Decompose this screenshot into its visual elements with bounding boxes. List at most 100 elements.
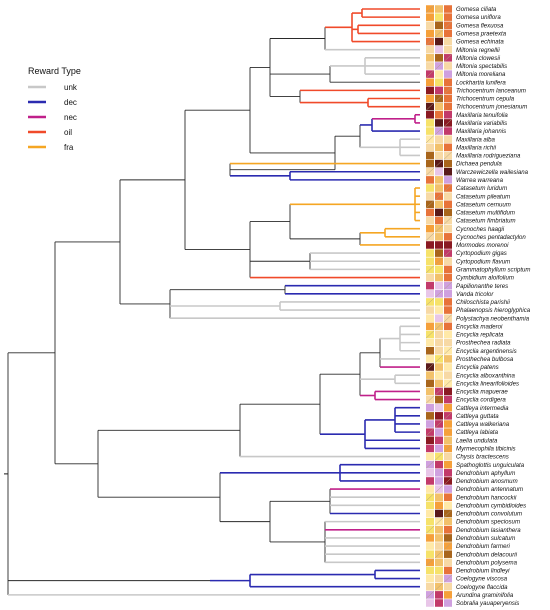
trait-cell-maxillaria-johannis-2 [444, 127, 452, 135]
trait-cell-dendrobium-cymbidioides-1 [435, 501, 443, 510]
trait-cell-cattleya-guttata-1 [435, 412, 443, 420]
trait-cell-chiloschista-parishii-1 [435, 298, 443, 306]
trait-cell-encyclia-argentinensis-1 [435, 346, 443, 355]
legend-label-dec: dec [64, 98, 77, 107]
tip-label-trichocentrum-lanceanum: Trichocentrum lanceanum [456, 87, 526, 94]
trait-hatch-papilionanthe-teres-2 [443, 281, 453, 290]
trait-hatch-dendrobium-antennatum-1 [434, 485, 444, 494]
tip-label-gomesa-echinata: Gomesa echinata [456, 39, 504, 46]
trait-cell-encyclia-argentinensis-0 [426, 346, 434, 355]
trait-cell-dendrobium-anosmum-0 [426, 477, 434, 485]
tip-label-maxillaria-variabilis: Maxillaria variabilis [456, 120, 507, 127]
trait-hatch-arundina-graminifolia-0 [425, 590, 435, 599]
trait-cell-encyclia-maderoi-0 [426, 322, 434, 331]
trait-cell-maxillaria-variabilis-1 [435, 119, 443, 127]
trait-cell-dendrobium-speciosum-0 [426, 517, 434, 526]
tip-label-phalaenopsis-hieroglyphica: Phalaenopsis hieroglyphica [456, 307, 531, 314]
trait-cell-trichocentrum-lanceanum-1 [435, 86, 443, 95]
trait-hatch-dendrobium-convolutum-2 [443, 509, 453, 518]
trait-cell-cyrtopodium-flavum-2 [444, 257, 452, 266]
trait-cell-encyclia-replicata-2 [444, 330, 452, 339]
trait-cell-cyrtopodium-flavum-0 [426, 257, 434, 266]
trait-cell-encyclia-linearifolioides-1 [435, 379, 443, 388]
trait-cell-trichocentrum-jonesianum-2 [444, 102, 452, 111]
trait-cell-gomesa-ciliata-2 [444, 5, 452, 13]
trait-cell-spathoglottis-unguiculata-2 [444, 460, 452, 469]
trait-cell-catasetum-cernuum-1 [435, 200, 443, 209]
trait-hatch-gomesa-ciliata-0 [425, 5, 435, 13]
trait-hatch-dendrobium-farmeri-2 [443, 542, 453, 550]
trait-cell-maxillaria-tenuifolia-0 [426, 111, 434, 119]
trait-cell-mormodes-morenoi-0 [426, 241, 434, 249]
trait-cell-miltonia-regnellii-2 [444, 45, 452, 54]
trait-cell-trichocentrum-lanceanum-0 [426, 86, 434, 95]
trait-cell-miltonia-clowesii-1 [435, 54, 443, 62]
trait-cell-trichocentrum-cepula-0 [426, 94, 434, 103]
trait-cell-lockhartia-lunifera-1 [435, 78, 443, 87]
trait-cell-maxillaria-richii-0 [426, 143, 434, 152]
trait-cell-vanda-tricolor-2 [444, 290, 452, 298]
tip-label-dendrobium-sulcatum: Dendrobium sulcatum [456, 535, 515, 542]
trait-cell-encyclia-alboxanthina-0 [426, 371, 434, 379]
trait-cell-papilionanthe-teres-0 [426, 281, 434, 290]
reward-type-legend: Reward Type unk dec nec oil fra [28, 66, 81, 152]
trait-cell-catasetum-multifidum-0 [426, 208, 434, 217]
legend-item-fra: fra [28, 143, 74, 152]
tip-label-maxillaria-rodrigueziana: Maxillaria rodrigueziana [456, 153, 521, 160]
tip-label-maxillaria-richii: Maxillaria richii [456, 144, 497, 151]
trait-cell-cattleya-guttata-0 [426, 412, 434, 420]
trait-cell-cattleya-labiata-2 [444, 428, 452, 436]
trait-cell-catasetum-pileatum-2 [444, 192, 452, 200]
trait-cell-dendrobium-sulcatum-0 [426, 534, 434, 542]
tip-label-grammatophyllum-scriptum: Grammatophyllum scriptum [456, 266, 531, 273]
trait-cell-catasetum-fimbriatum-1 [435, 216, 443, 225]
trait-cell-cymbidium-aloifolium-0 [426, 273, 434, 282]
trait-cell-arundina-graminifolia-2 [444, 591, 452, 599]
trait-cell-dendrobium-hancockii-1 [435, 493, 443, 501]
trait-cell-cattleya-intermedia-2 [444, 403, 452, 412]
phylogenetic-tree [4, 8, 420, 596]
trait-cell-dendrobium-polysema-2 [444, 558, 452, 567]
tip-label-maxillaria-johannis: Maxillaria johannis [456, 128, 506, 135]
trait-cell-cyrtopodium-gigas-1 [435, 249, 443, 257]
tip-label-miltonia-spectabilis: Miltonia spectabilis [456, 63, 507, 70]
trait-cell-vanda-tricolor-0 [426, 290, 434, 298]
trait-hatch-cycnoches-pentadactylon-0 [425, 232, 435, 241]
trait-cell-gomesa-uniflora-1 [435, 13, 443, 21]
trait-cell-polystachya-neobenthamia-1 [435, 314, 443, 322]
trait-cell-encyclia-alboxanthina-1 [435, 371, 443, 379]
tip-label-dendrobium-lasianthera: Dendrobium lasianthera [456, 527, 521, 534]
trait-cell-phalaenopsis-hieroglyphica-0 [426, 306, 434, 314]
tip-label-cycnoches-haagii: Cycnoches haagii [456, 226, 505, 233]
trait-hatch-dichaea-pendula-1 [434, 159, 444, 168]
tip-label-encyclia-cordigera: Encyclia cordigera [456, 397, 506, 404]
trait-cell-catasetum-cernuum-2 [444, 200, 452, 209]
trait-cell-prosthechea-bulbosa-0 [426, 355, 434, 363]
tip-label-catasetum-multifidum: Catasetum multifidum [456, 210, 515, 217]
trait-hatch-gomesa-flexuosa-2 [443, 21, 453, 30]
trait-cell-encyclia-linearifolioides-0 [426, 379, 434, 388]
trait-cell-encyclia-alboxanthina-2 [444, 371, 452, 379]
trait-cell-miltonia-moreliana-2 [444, 70, 452, 78]
tip-label-encyclia-argentinensis: Encyclia argentinensis [456, 348, 517, 355]
trait-cell-dendrobium-antennatum-0 [426, 485, 434, 493]
trait-hatch-grammatophyllum-scriptum-0 [425, 265, 435, 274]
tip-label-coelogyne-viscosa: Coelogyne viscosa [456, 576, 508, 583]
trait-cell-dendrobium-lindleyi-1 [435, 566, 443, 575]
tip-label-trichocentrum-jonesianum: Trichocentrum jonesianum [456, 104, 527, 111]
trait-cell-cattleya-labiata-1 [435, 428, 443, 436]
trait-cell-polystachya-neobenthamia-0 [426, 314, 434, 322]
trait-cell-dendrobium-delacourii-0 [426, 550, 434, 558]
trait-cell-dendrobium-lasianthera-1 [435, 525, 443, 534]
legend-label-oil: oil [64, 128, 72, 137]
trait-cell-gomesa-uniflora-0 [426, 13, 434, 21]
trait-hatch-catasetum-fimbriatum-2 [443, 216, 453, 225]
trait-cell-miltonia-regnellii-0 [426, 45, 434, 54]
trait-cell-catasetum-pileatum-0 [426, 192, 434, 200]
legend-label-unk: unk [64, 83, 78, 92]
trait-hatch-catasetum-pileatum-1 [434, 192, 444, 201]
trait-hatch-dendrobium-speciosum-1 [434, 517, 444, 526]
trait-hatch-spathoglottis-unguiculata-0 [425, 460, 435, 469]
tip-label-maxillaria-alba: Maxillaria alba [456, 136, 496, 143]
